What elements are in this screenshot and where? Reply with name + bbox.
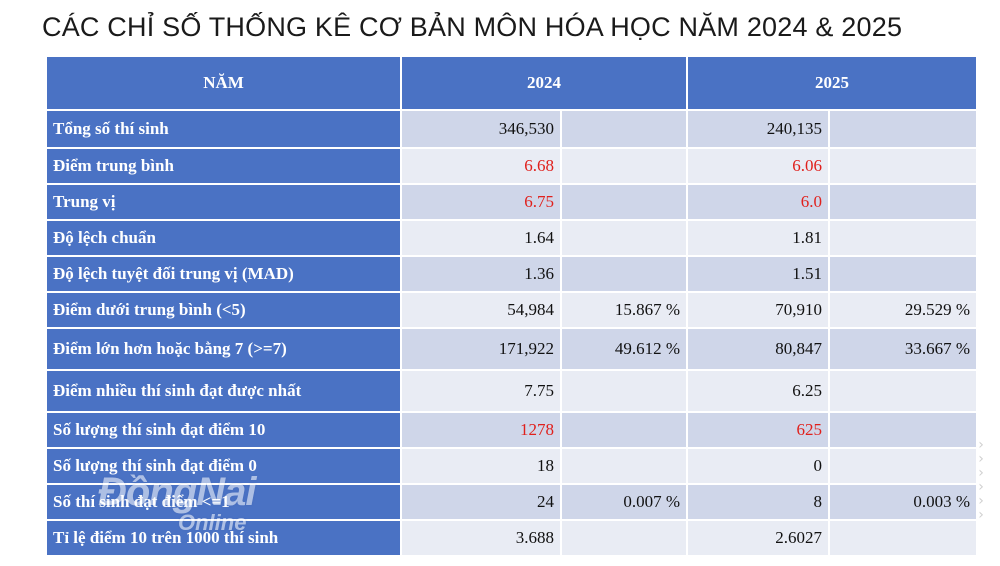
value-2025: 1.81: [688, 221, 828, 257]
percent-2025: 29.529 %: [830, 293, 976, 329]
percent-2024: [562, 111, 686, 149]
table-header-row: NĂM 2024 2025: [47, 57, 976, 111]
value-2024: 6.68: [402, 149, 560, 185]
row-label: Điểm nhiều thí sinh đạt được nhất: [47, 371, 400, 413]
percent-2024: [562, 257, 686, 293]
header-year: NĂM: [47, 57, 400, 111]
percent-2025: [830, 257, 976, 293]
percent-2024: [562, 521, 686, 557]
percent-2024: 49.612 %: [562, 329, 686, 371]
header-2025: 2025: [688, 57, 976, 111]
row-label: Điểm lớn hơn hoặc bằng 7 (>=7): [47, 329, 400, 371]
percent-2025: [830, 371, 976, 413]
value-2025: 70,910: [688, 293, 828, 329]
table-row: Số thí sinh đạt điểm <=1 24 0.007 % 8 0.003 …: [47, 485, 976, 521]
value-2024: 1278: [402, 413, 560, 449]
value-2025: 8: [688, 485, 828, 521]
table-row: Điểm nhiều thí sinh đạt được nhất 7.75 6.2…: [47, 371, 976, 413]
percent-2025: [830, 413, 976, 449]
percent-2025: [830, 185, 976, 221]
percent-2025: [830, 149, 976, 185]
percent-2025: [830, 449, 976, 485]
row-label: Độ lệch chuẩn: [47, 221, 400, 257]
row-label: Tỉ lệ điểm 10 trên 1000 thí sinh: [47, 521, 400, 557]
table-row: Số lượng thí sinh đạt điểm 0 18 0: [47, 449, 976, 485]
percent-2024: 15.867 %: [562, 293, 686, 329]
percent-2024: [562, 371, 686, 413]
value-2025: 2.6027: [688, 521, 828, 557]
value-2025: 80,847: [688, 329, 828, 371]
value-2025: 625: [688, 413, 828, 449]
value-2025: 240,135: [688, 111, 828, 149]
value-2024: 346,530: [402, 111, 560, 149]
row-label: Điểm dưới trung bình (<5): [47, 293, 400, 329]
value-2025: 6.06: [688, 149, 828, 185]
page-title: CÁC CHỈ SỐ THỐNG KÊ CƠ BẢN MÔN HÓA HỌC N…: [42, 12, 903, 42]
stats-table: NĂM 2024 2025 Tổng số thí sinh 346,530 240…: [45, 57, 978, 557]
percent-2024: [562, 449, 686, 485]
percent-2025: [830, 521, 976, 557]
table-row: Số lượng thí sinh đạt điểm 10 1278 625: [47, 413, 976, 449]
value-2024: 171,922: [402, 329, 560, 371]
row-label: Số thí sinh đạt điểm <=1: [47, 485, 400, 521]
percent-2025: [830, 111, 976, 149]
value-2024: 7.75: [402, 371, 560, 413]
value-2024: 1.64: [402, 221, 560, 257]
row-label: Trung vị: [47, 185, 400, 221]
percent-2024: 0.007 %: [562, 485, 686, 521]
table-row: Điểm dưới trung bình (<5) 54,984 15.867 % 7…: [47, 293, 976, 329]
value-2025: 6.0: [688, 185, 828, 221]
percent-2024: [562, 185, 686, 221]
value-2025: 1.51: [688, 257, 828, 293]
percent-2025: 0.003 %: [830, 485, 976, 521]
table-row: Điểm lớn hơn hoặc bằng 7 (>=7) 171,922 49.…: [47, 329, 976, 371]
value-2024: 54,984: [402, 293, 560, 329]
table-row: Độ lệch tuyệt đối trung vị (MAD) 1.36 1.51: [47, 257, 976, 293]
percent-2025: 33.667 %: [830, 329, 976, 371]
percent-2024: [562, 221, 686, 257]
row-label: Số lượng thí sinh đạt điểm 0: [47, 449, 400, 485]
table-row: Trung vị 6.75 6.0: [47, 185, 976, 221]
value-2025: 0: [688, 449, 828, 485]
value-2024: 18: [402, 449, 560, 485]
table-row: Tỉ lệ điểm 10 trên 1000 thí sinh 3.688 2.6…: [47, 521, 976, 557]
row-label: Điểm trung bình: [47, 149, 400, 185]
side-chevron-icon: › › › › › ›: [978, 437, 984, 523]
value-2024: 3.688: [402, 521, 560, 557]
value-2024: 24: [402, 485, 560, 521]
value-2025: 6.25: [688, 371, 828, 413]
value-2024: 1.36: [402, 257, 560, 293]
table-row: Điểm trung bình 6.68 6.06: [47, 149, 976, 185]
row-label: Tổng số thí sinh: [47, 111, 400, 149]
percent-2025: [830, 221, 976, 257]
row-label: Độ lệch tuyệt đối trung vị (MAD): [47, 257, 400, 293]
header-2024: 2024: [402, 57, 686, 111]
percent-2024: [562, 149, 686, 185]
row-label: Số lượng thí sinh đạt điểm 10: [47, 413, 400, 449]
table-row: Độ lệch chuẩn 1.64 1.81: [47, 221, 976, 257]
percent-2024: [562, 413, 686, 449]
table-row: Tổng số thí sinh 346,530 240,135: [47, 111, 976, 149]
value-2024: 6.75: [402, 185, 560, 221]
